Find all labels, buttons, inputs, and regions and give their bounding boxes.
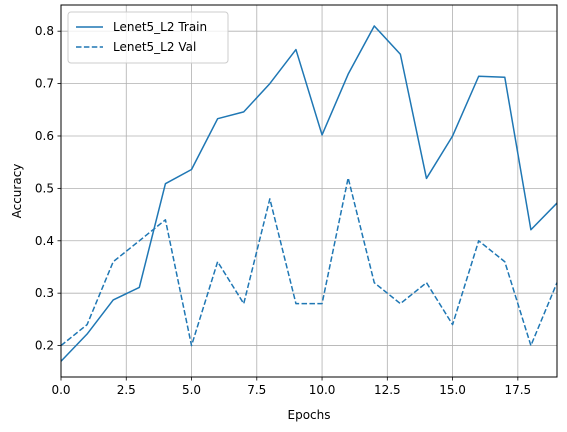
legend-box bbox=[67, 11, 229, 64]
x-tick-label: 17.5 bbox=[504, 383, 531, 397]
x-tick-label: 0.0 bbox=[51, 383, 70, 397]
legend-label-2: Lenet5_L2 Val bbox=[113, 40, 196, 54]
y-tick-label: 0.2 bbox=[35, 339, 54, 353]
series-line-2 bbox=[60, 177, 558, 347]
y-tick-label: 0.4 bbox=[35, 234, 54, 248]
legend: Lenet5_L2 Train Lenet5_L2 Val bbox=[67, 11, 229, 64]
x-tick-label: 12.5 bbox=[374, 383, 401, 397]
y-tick-label: 0.5 bbox=[35, 181, 54, 195]
y-axis-ticks: 0.2 0.3 0.4 0.5 0.6 0.7 0.8 bbox=[35, 24, 61, 353]
x-tick-label: 2.5 bbox=[117, 383, 136, 397]
y-tick-label: 0.3 bbox=[35, 286, 54, 300]
x-tick-label: 7.5 bbox=[247, 383, 266, 397]
plot-frame bbox=[60, 4, 558, 378]
y-tick-label: 0.8 bbox=[35, 24, 54, 38]
y-tick-label: 0.7 bbox=[35, 77, 54, 91]
legend-label-1: Lenet5_L2 Train bbox=[113, 20, 207, 34]
x-tick-label: 10.0 bbox=[309, 383, 336, 397]
series-layer bbox=[60, 25, 558, 362]
y-tick-label: 0.6 bbox=[35, 129, 54, 143]
grid bbox=[60, 5, 557, 377]
x-axis-label: Epochs bbox=[288, 408, 331, 422]
x-tick-label: 5.0 bbox=[182, 383, 201, 397]
series-line-1 bbox=[60, 25, 558, 362]
y-axis-label: Accuracy bbox=[10, 164, 24, 219]
x-axis-ticks: 0.0 2.5 5.0 7.5 10.0 12.5 15.0 17.5 bbox=[51, 377, 531, 397]
x-tick-label: 15.0 bbox=[439, 383, 466, 397]
